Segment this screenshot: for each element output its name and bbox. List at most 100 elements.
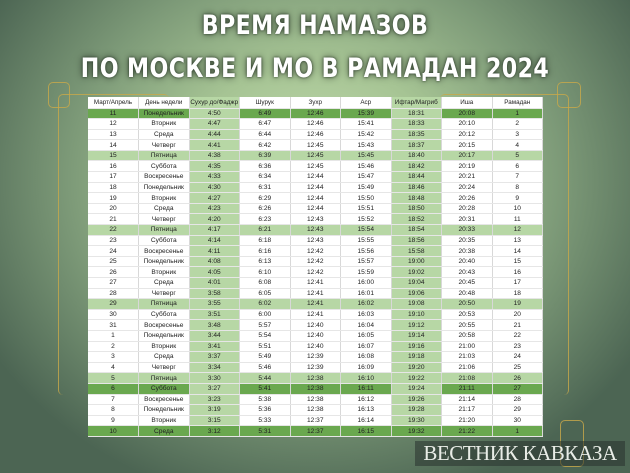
table-cell: 18:56	[391, 235, 442, 247]
title-line-1: ВРЕМЯ НАМАЗОВ	[201, 10, 429, 41]
table-cell: 12:37	[290, 425, 341, 437]
table-cell: 3:58	[189, 288, 240, 300]
table-cell: 12:46	[290, 118, 341, 130]
table-cell: 3	[88, 351, 139, 363]
table-cell: 26	[492, 372, 543, 384]
table-cell: 4:41	[189, 139, 240, 151]
prayer-times-table: Март/Апрель День недели Сухур до/Фаджр Шуру…	[88, 97, 543, 437]
table-cell: 6:21	[239, 224, 291, 236]
table-row: 9 Вторник 3:15 5:33 12:37 16:14 19:30 21:20 30	[88, 415, 543, 427]
table-cell: 7	[88, 394, 139, 406]
table-cell: 12:42	[290, 245, 341, 257]
table-cell: 20:15	[441, 139, 493, 151]
table-cell: 3:34	[189, 362, 240, 374]
table-cell: 5:36	[239, 404, 291, 416]
table-cell: 16	[88, 160, 139, 173]
table-cell: 31	[88, 319, 139, 331]
table-row: 4 Четверг 3:34 5:46 12:39 16:09 19:20 21:06 25	[88, 362, 543, 374]
table-cell: 20:12	[441, 129, 493, 141]
table-cell: 5:33	[239, 415, 291, 427]
table-cell: 23	[88, 235, 139, 247]
table-row: 22 Пятница 4:17 6:21 12:43 15:54 18:54 20:33 12	[88, 224, 543, 236]
table-cell: Суббота	[138, 160, 190, 173]
column-header: Сухур до/Фаджр	[189, 97, 240, 109]
table-cell: 12:45	[290, 150, 341, 162]
table-cell: 16:02	[340, 298, 392, 310]
table-cell: Четверг	[138, 139, 190, 151]
table-cell: 23	[492, 341, 543, 353]
decorative-frame-left	[48, 82, 70, 108]
table-cell: 8	[492, 182, 543, 194]
table-row: 12 Вторник 4:47 6:47 12:46 15:41 18:33 20:10 2	[88, 118, 543, 130]
table-cell: 18:50	[391, 203, 442, 215]
table-cell: 12:37	[290, 415, 341, 427]
table-cell: 10	[492, 203, 543, 215]
decorative-frame-right-outer	[440, 94, 569, 395]
table-row: 21 Четверг 4:20 6:23 12:43 15:52 18:52 20:31 11	[88, 213, 543, 226]
table-cell: 1	[492, 108, 543, 120]
table-cell: Воскресенье	[138, 245, 190, 257]
table-cell: 24	[88, 245, 139, 257]
table-cell: 15:50	[340, 192, 392, 204]
table-cell: 18:54	[391, 224, 442, 236]
watermark-logo: ВЕСТНИК КАВКАЗА	[415, 441, 625, 466]
table-cell: 4:17	[189, 224, 240, 236]
table-cell: 4:38	[189, 150, 240, 162]
table-cell: 1	[492, 425, 543, 437]
table-row: 24 Воскресенье 4:11 6:16 12:42 15:56 15:58 20:3…	[88, 245, 543, 257]
table-cell: 30	[88, 309, 139, 321]
table-cell: 19:32	[391, 425, 442, 437]
table-cell: 12:43	[290, 235, 341, 247]
table-cell: 18:33	[391, 118, 442, 130]
table-row: 19 Вторник 4:27 6:29 12:44 15:50 18:48 20:26 9	[88, 192, 543, 204]
table-cell: 15	[492, 256, 543, 268]
table-cell: 16:10	[340, 372, 392, 384]
table-cell: 15:55	[340, 235, 392, 247]
table-cell: Суббота	[138, 309, 190, 321]
table-cell: 20:53	[441, 309, 493, 321]
table-cell: 12:44	[290, 171, 341, 183]
table-cell: 19:20	[391, 362, 442, 374]
table-cell: 15:58	[391, 245, 442, 257]
table-cell: 6:42	[239, 139, 291, 151]
table-cell: Пятница	[138, 150, 190, 162]
table-cell: 19:04	[391, 277, 442, 289]
table-cell: 20:58	[441, 330, 493, 342]
table-cell: 4:08	[189, 256, 240, 268]
table-row: 18 Понедельник 4:30 6:31 12:44 15:49 18:46 20:2…	[88, 182, 543, 194]
table-cell: 20:26	[441, 192, 493, 204]
table-cell: 18:37	[391, 139, 442, 151]
table-cell: 20:10	[441, 118, 493, 130]
table-cell: 2	[492, 118, 543, 130]
table-cell: 13	[88, 129, 139, 141]
table-cell: 19:18	[391, 351, 442, 363]
table-cell: 18:52	[391, 213, 442, 226]
table-cell: 11	[492, 213, 543, 226]
table-cell: 18	[88, 182, 139, 194]
table-cell: 20:45	[441, 277, 493, 289]
table-cell: 12:45	[290, 139, 341, 151]
table-cell: 16:00	[340, 277, 392, 289]
table-cell: 6:44	[239, 129, 291, 141]
table-cell: 6:18	[239, 235, 291, 247]
table-cell: 20:48	[441, 288, 493, 300]
table-cell: 15:59	[340, 266, 392, 278]
table-cell: 10	[88, 425, 139, 437]
table-cell: 5:51	[239, 341, 291, 353]
table-cell: 5:49	[239, 351, 291, 363]
table-cell: 29	[88, 298, 139, 310]
table-cell: 30	[492, 415, 543, 427]
table-cell: 15	[88, 150, 139, 162]
table-row: 5 Пятница 3:30 5:44 12:38 16:10 19:22 21:08 26	[88, 372, 543, 384]
table-cell: 20:21	[441, 171, 493, 183]
table-cell: 6:49	[239, 108, 291, 120]
table-cell: 15:47	[340, 171, 392, 183]
table-cell: 18:46	[391, 182, 442, 194]
table-cell: 3:27	[189, 383, 240, 395]
table-cell: 3	[492, 129, 543, 141]
table-cell: Среда	[138, 351, 190, 363]
table-cell: 4	[492, 139, 543, 151]
table-cell: 7	[492, 171, 543, 183]
table-row: 10 Среда 3:12 5:31 12:37 16:15 19:32 21:22 1	[88, 425, 543, 437]
table-cell: 6:23	[239, 213, 291, 226]
